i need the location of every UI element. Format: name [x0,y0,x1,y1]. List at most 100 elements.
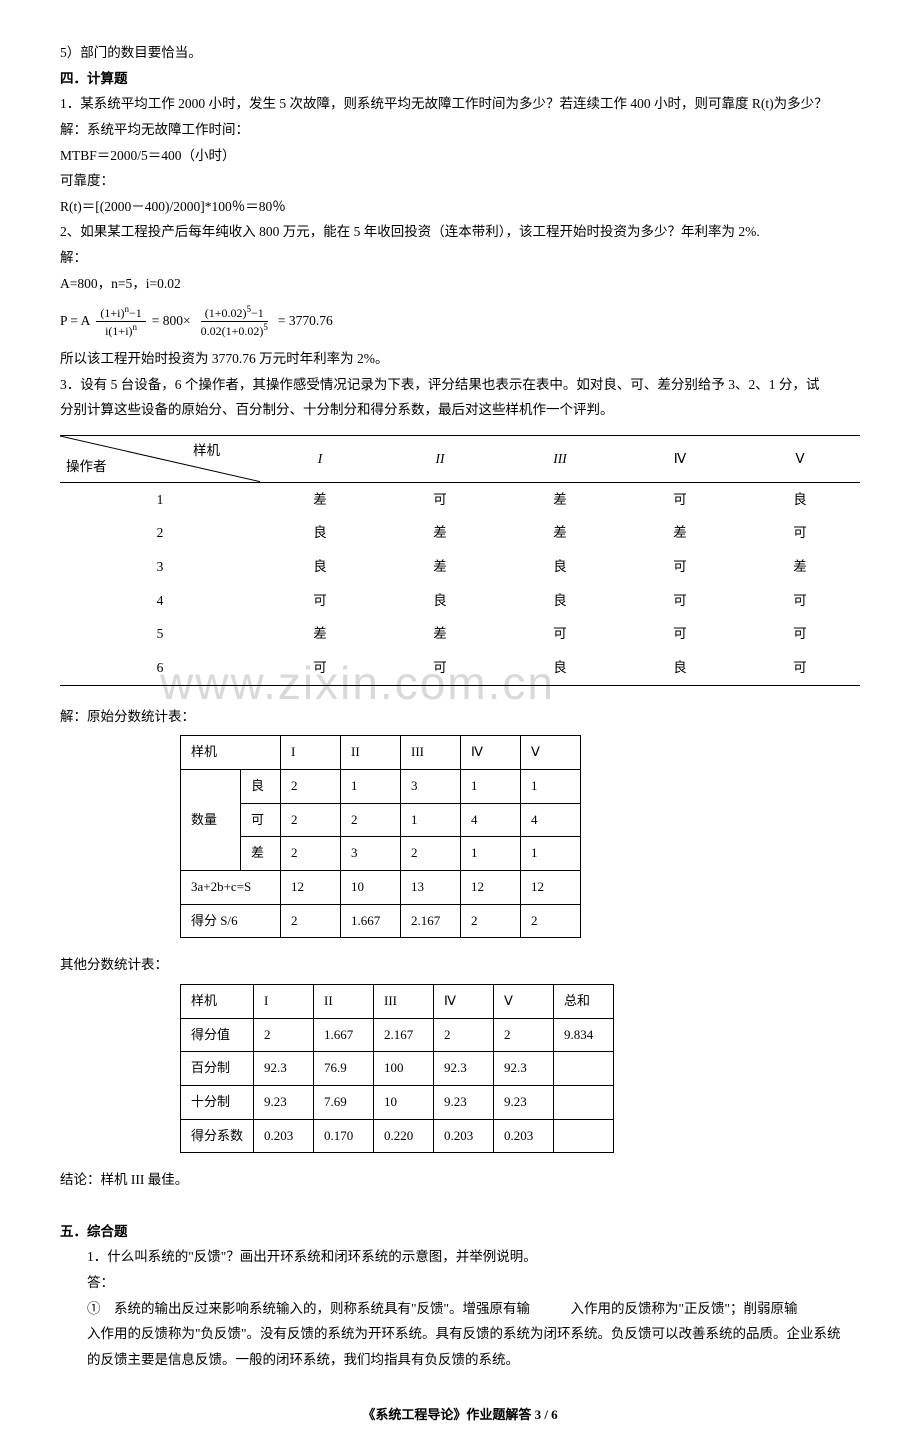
table-cell: 1 [521,837,581,871]
fraction: (1+0.02)5−1 0.02(1+0.02)5 [197,304,272,338]
table-cell: 良 [260,550,380,584]
table-cell: 良 [500,584,620,618]
frac-num: −1 [129,306,142,320]
text-line: 分别计算这些设备的原始分、百分制分、十分制分和得分系数，最后对这些样机作一个评判… [60,397,860,423]
formula-part: P = A [60,308,90,334]
table-cell: 0.203 [434,1119,494,1153]
table-cell: 得分值 [181,1018,254,1052]
table-cell: 2 [494,1018,554,1052]
table-cell: 差 [500,482,620,516]
table-cell: 9.23 [494,1086,554,1120]
table-header: Ⅳ [434,985,494,1019]
table-cell: 2 [254,1018,314,1052]
table-cell: 76.9 [314,1052,374,1086]
text-line: 1．什么叫系统的"反馈"？画出开环系统和闭环系统的示意图，并举例说明。 [60,1244,860,1270]
page-footer: 《系统工程导论》作业题解答 3 / 6 [60,1403,860,1428]
section-heading: 四．计算题 [60,66,860,92]
text-line: 的反馈主要是信息反馈。一般的闭环系统，我们均指具有负反馈的系统。 [60,1347,860,1373]
text-line: R(t)＝[(2000－400)/2000]*100％＝80％ [60,194,860,220]
table-header: I [254,985,314,1019]
text-line: 可靠度： [60,168,860,194]
text-line: 解：原始分数统计表： [60,704,860,730]
table-cell: 1 [401,803,461,837]
table-cell: 2 [281,837,341,871]
table-cell: 1 [341,769,401,803]
table-header: Ⅴ [740,436,860,483]
table-cell: 良 [620,651,740,685]
text-line: 3．设有 5 台设备，6 个操作者，其操作感受情况记录为下表，评分结果也表示在表… [60,372,860,398]
table-cell: 良 [740,482,860,516]
table-cell: 9.834 [554,1018,614,1052]
table-cell: 可 [740,584,860,618]
table-cell: 良 [380,584,500,618]
table-cell: 3a+2b+c=S [181,870,281,904]
table-cell: 0.203 [494,1119,554,1153]
table-cell [554,1052,614,1086]
table-header: Ⅴ [494,985,554,1019]
score-table-1: 样机 I II III Ⅳ Ⅴ 数量 良 2 1 3 1 1 可 2 2 1 4… [180,735,581,938]
table-header: 样机 [181,985,254,1019]
table-cell: 1.667 [314,1018,374,1052]
table-header: III [500,436,620,483]
table-header: II [341,736,401,770]
table-cell: 可 [241,803,281,837]
table-cell: 12 [521,870,581,904]
table-cell: 9.23 [434,1086,494,1120]
table-cell: 0.170 [314,1119,374,1153]
table-cell: 12 [281,870,341,904]
evaluation-table: 样机 操作者 I II III Ⅳ Ⅴ 1差可差可良2良差差差可3良差良可差4可… [60,435,860,685]
table-cell: 差 [380,617,500,651]
table-cell: 数量 [181,769,241,870]
table-cell: 可 [380,651,500,685]
table-header: II [380,436,500,483]
table-header: Ⅳ [620,436,740,483]
table-cell: 2 [281,803,341,837]
formula-part: = 800× [152,308,191,334]
table-cell: 4 [60,584,260,618]
formula: P = A (1+i)n−1 i(1+i)n = 800× (1+0.02)5−… [60,304,860,338]
table-cell: 13 [401,870,461,904]
table-cell: 差 [380,550,500,584]
frac-num: −1 [251,306,264,320]
text-line: 结论：样机 III 最佳。 [60,1167,860,1193]
table-header: Ⅴ [521,736,581,770]
table-cell: 2.167 [374,1018,434,1052]
text-line: 其他分数统计表： [60,952,860,978]
frac-num: (1+i) [100,306,124,320]
table-cell: 92.3 [434,1052,494,1086]
frac-exp: n [133,322,138,332]
text-line: 答： [60,1270,860,1296]
table-cell: 1.667 [341,904,401,938]
table-cell: 百分制 [181,1052,254,1086]
table-cell [554,1086,614,1120]
frac-num: (1+0.02) [205,306,247,320]
table-cell: 得分系数 [181,1119,254,1153]
table-cell: 92.3 [254,1052,314,1086]
table-header: Ⅳ [461,736,521,770]
table-cell: 1 [461,769,521,803]
table-cell: 可 [260,584,380,618]
table-cell: 2 [341,803,401,837]
text-line: 所以该工程开始时投资为 3770.76 万元时年利率为 2%。 [60,346,860,372]
table-cell: 十分制 [181,1086,254,1120]
table-cell: 可 [740,651,860,685]
table-cell: 10 [341,870,401,904]
table-cell: 0.203 [254,1119,314,1153]
fraction: (1+i)n−1 i(1+i)n [96,304,145,338]
section-heading: 五．综合题 [60,1219,860,1245]
table-cell: 7.69 [314,1086,374,1120]
table-cell: 10 [374,1086,434,1120]
table-cell: 差 [260,617,380,651]
table-cell: 2 [434,1018,494,1052]
table-cell: 100 [374,1052,434,1086]
text-line: MTBF＝2000/5＝400（小时） [60,143,860,169]
table-cell: 0.220 [374,1119,434,1153]
table-cell: 良 [500,550,620,584]
table-cell: 得分 S/6 [181,904,281,938]
table-cell: 1 [461,837,521,871]
text-line: ① 系统的输出反过来影响系统输入的，则称系统具有"反馈"。增强原有输 入作用的反… [60,1296,860,1322]
table-cell: 可 [620,482,740,516]
table-cell: 可 [620,550,740,584]
table-cell: 2 [461,904,521,938]
score-table-2: 样机IIIIIIⅣⅤ总和得分值21.6672.167229.834百分制92.3… [180,984,614,1153]
